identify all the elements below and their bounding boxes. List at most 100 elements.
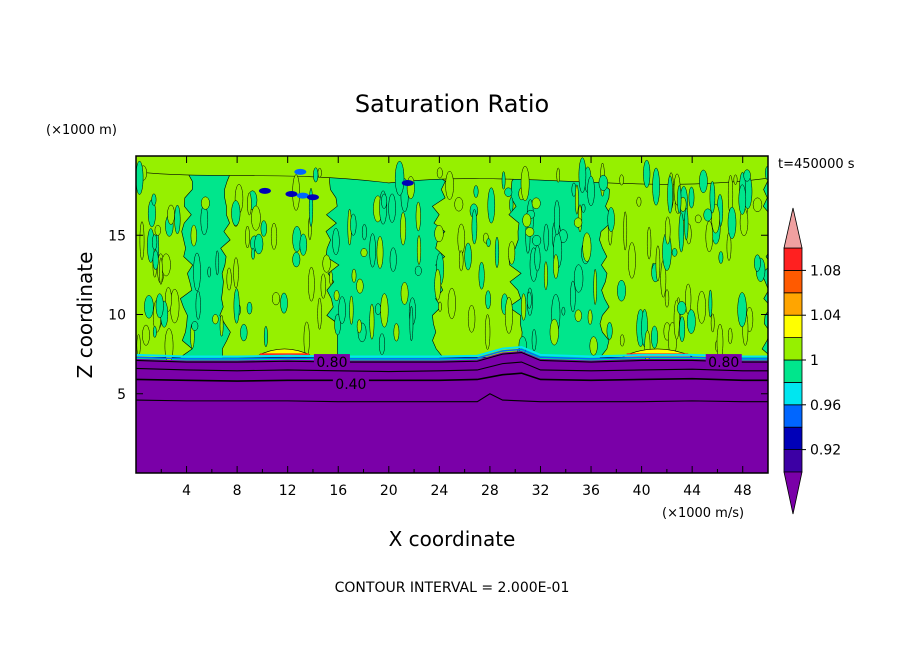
streak (212, 314, 219, 325)
streak (152, 326, 157, 338)
streak (587, 309, 593, 325)
dry-blob-3 (306, 194, 319, 201)
streak (142, 324, 150, 346)
streak (636, 196, 642, 207)
streak (554, 200, 560, 236)
streak (458, 250, 464, 272)
streak (484, 314, 491, 350)
dry-blob-5 (401, 179, 414, 186)
contour-interval-footer: CONTOUR INTERVAL = 2.000E-01 (335, 580, 570, 596)
streak (351, 268, 357, 283)
streak (159, 257, 163, 285)
y-tick-label: 5 (117, 387, 126, 403)
colorbar-band (783, 449, 803, 473)
streak (486, 238, 491, 248)
streak (619, 174, 624, 186)
streak (334, 313, 341, 336)
streak (308, 187, 314, 227)
contour-label-bg (332, 376, 369, 392)
streak (136, 160, 144, 195)
chart-title: Saturation Ratio (355, 90, 549, 118)
colorbar-band (783, 426, 803, 451)
streak (464, 242, 472, 271)
streak (190, 224, 197, 247)
streak (754, 254, 761, 272)
streak (520, 165, 530, 202)
streak (313, 167, 319, 183)
streak (487, 187, 496, 224)
streak (152, 234, 158, 251)
streak (664, 216, 671, 245)
x-tick-label: 12 (279, 483, 297, 499)
streak (743, 169, 751, 182)
streak (233, 257, 239, 289)
streak (195, 290, 201, 320)
colorbar-band (783, 314, 803, 339)
x-tick-label: 16 (329, 483, 347, 499)
colorbar-label: 0.96 (810, 398, 841, 414)
streak (139, 221, 145, 261)
field: 0.80 0.80 0.40 (136, 156, 768, 473)
streak (508, 241, 516, 265)
streak (485, 290, 491, 310)
y-tick-label: 10 (108, 308, 126, 324)
streak (737, 292, 747, 328)
streak (434, 268, 441, 301)
streak (457, 223, 466, 255)
streak (260, 220, 267, 237)
streak (254, 233, 264, 255)
streak (317, 167, 322, 178)
colorbar-label: 1.04 (810, 308, 841, 324)
streak (543, 261, 548, 291)
x-axis-label: X coordinate (389, 527, 516, 551)
streak (467, 305, 476, 333)
streak (152, 250, 159, 270)
streak (207, 266, 211, 278)
streak (549, 318, 559, 346)
plot-area: 0.80 0.80 0.40 (135, 155, 769, 474)
streak (718, 251, 724, 264)
dry-blob-4 (294, 168, 307, 175)
streak (553, 254, 559, 279)
streak (375, 303, 382, 316)
streak (643, 159, 651, 188)
y-units-label: (×1000 m) (46, 123, 117, 138)
streak (144, 295, 154, 319)
streak (191, 321, 199, 331)
streak (531, 329, 537, 352)
streak (471, 209, 478, 245)
streak (582, 232, 592, 262)
streak (388, 193, 396, 223)
streak (573, 264, 584, 293)
contour-label-bg (705, 354, 742, 370)
streak (688, 186, 695, 209)
streak (522, 213, 532, 228)
dry-blob-2 (296, 192, 309, 199)
lime-region-3 (598, 156, 768, 358)
streak (677, 301, 687, 316)
x-tick-label: 36 (582, 483, 600, 499)
streak (200, 204, 209, 236)
streak (338, 296, 346, 324)
streak (556, 167, 560, 183)
streak (332, 228, 340, 255)
colorbar-band (783, 247, 803, 271)
streak (473, 185, 479, 198)
streak (271, 292, 281, 306)
streak (270, 222, 278, 250)
streak (703, 208, 713, 222)
contour-label-bg (313, 354, 350, 370)
streak (699, 169, 708, 194)
y-axis-label: Z coordinate (73, 252, 97, 379)
colorbar-label: 1.08 (810, 263, 841, 279)
streak (509, 197, 514, 213)
streak (677, 185, 682, 214)
streak (436, 167, 443, 179)
streak (320, 273, 326, 299)
colorbar-top-arrow (783, 207, 803, 249)
streak (694, 214, 702, 224)
streak (525, 227, 535, 237)
streak (752, 197, 763, 213)
streak (570, 280, 576, 313)
